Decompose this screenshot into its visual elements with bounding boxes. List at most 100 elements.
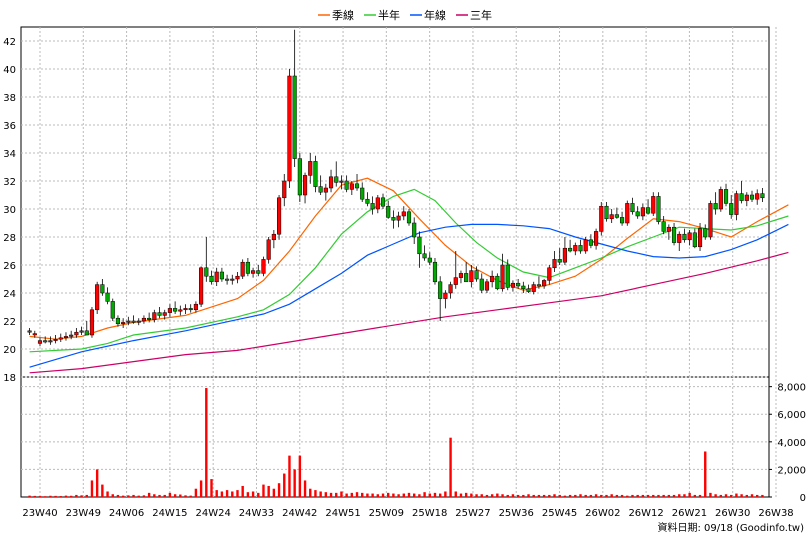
volume-tick-label: 0 xyxy=(800,493,806,504)
volume-bar xyxy=(620,494,624,497)
candle-body xyxy=(443,292,448,299)
x-tick-label: 26W30 xyxy=(715,508,750,519)
volume-bar xyxy=(464,492,468,497)
volume-bar xyxy=(194,488,198,497)
candle-body xyxy=(43,340,48,343)
volume-axis: 0 2,000 4,000 6,000 8,000 xyxy=(769,383,806,504)
volume-bar xyxy=(80,495,83,497)
candle-body xyxy=(240,261,245,277)
candle-body xyxy=(583,239,588,252)
candle-body xyxy=(209,275,214,283)
ma-year-line xyxy=(29,223,789,368)
volume-bar xyxy=(511,494,515,497)
x-tick-label: 23W49 xyxy=(66,508,101,519)
x-tick-label: 25W18 xyxy=(412,508,447,519)
volume-bar xyxy=(542,494,546,497)
ma-quarter-line xyxy=(29,177,789,340)
volume-bar xyxy=(69,495,73,497)
candle-body xyxy=(380,197,386,207)
candle-body xyxy=(645,207,651,214)
volume-bar xyxy=(459,493,463,497)
candle-body xyxy=(323,187,328,193)
candle-body xyxy=(126,320,131,323)
volume-bar xyxy=(116,494,120,497)
candle-body xyxy=(729,203,734,215)
candle-body xyxy=(458,273,464,278)
volume-bar xyxy=(740,494,743,497)
candle-body xyxy=(261,259,266,274)
candle-body xyxy=(406,211,412,224)
volume-bar xyxy=(553,494,556,497)
x-tick-label: 25W27 xyxy=(455,508,490,519)
volume-bar xyxy=(43,496,47,497)
volume-panel xyxy=(20,376,770,498)
candle-body xyxy=(95,284,100,311)
candle-body xyxy=(282,180,287,199)
candle-body xyxy=(199,267,204,305)
volume-bar xyxy=(600,494,603,497)
candle-body xyxy=(344,180,349,190)
volume-bar xyxy=(662,494,665,497)
x-tick-label: 24W51 xyxy=(325,508,360,519)
volume-bar xyxy=(506,494,509,497)
volume-bar xyxy=(584,494,587,497)
price-tick-label: 26 xyxy=(3,261,16,272)
candle-body xyxy=(677,233,682,243)
legend-label-0: 季線 xyxy=(332,8,354,22)
candle-body xyxy=(245,261,250,274)
candle-body xyxy=(531,284,536,292)
candle-body xyxy=(266,239,271,260)
candle-body xyxy=(251,270,256,274)
volume-bar xyxy=(548,494,551,497)
volume-bar xyxy=(366,493,369,497)
price-tick-label: 32 xyxy=(3,177,16,188)
volume-bar xyxy=(730,494,733,497)
volume-bar xyxy=(106,491,109,497)
volume-bar xyxy=(402,493,405,497)
x-tick-label: 24W33 xyxy=(239,508,274,519)
x-tick-label: 25W36 xyxy=(499,508,534,519)
volume-bar xyxy=(475,494,478,497)
volume-bar xyxy=(288,455,291,497)
volume-bar xyxy=(657,494,660,497)
volume-bar xyxy=(589,494,593,497)
volume-tick-label: 6,000 xyxy=(777,410,806,421)
volume-bar xyxy=(709,492,712,497)
candle-body xyxy=(588,239,593,246)
candle-body xyxy=(516,282,521,287)
volume-bar xyxy=(210,479,213,497)
candle-body xyxy=(625,203,630,224)
grid-lines xyxy=(21,27,777,497)
ma-3year-line xyxy=(29,251,789,374)
candle-body xyxy=(557,259,562,263)
candle-body xyxy=(334,176,339,183)
volume-bar xyxy=(615,494,619,497)
volume-bar xyxy=(444,491,447,497)
x-tick-label: 24W15 xyxy=(152,508,187,519)
volume-bar xyxy=(179,494,182,497)
candle-body xyxy=(552,259,557,269)
volume-bar xyxy=(335,492,338,497)
candle-body xyxy=(464,273,469,283)
candle-body xyxy=(604,205,609,220)
candle-body xyxy=(568,247,573,252)
candle-body xyxy=(48,340,53,343)
volume-bar xyxy=(28,495,31,497)
volume-bar xyxy=(33,495,36,497)
candle-body xyxy=(339,180,344,183)
candle-body xyxy=(401,211,406,217)
volume-bar xyxy=(231,491,234,497)
candlesticks xyxy=(27,29,765,347)
price-tick-label: 18 xyxy=(3,373,16,384)
volume-bar xyxy=(205,388,208,497)
candle-body xyxy=(391,217,396,221)
volume-bar xyxy=(38,496,42,497)
candle-body xyxy=(32,333,37,336)
candle-body xyxy=(193,303,198,311)
candle-body xyxy=(141,317,147,322)
candle-body xyxy=(427,257,432,263)
candle-body xyxy=(651,196,656,214)
candle-body xyxy=(438,281,443,299)
candle-body xyxy=(360,187,365,200)
candle-body xyxy=(89,309,95,336)
